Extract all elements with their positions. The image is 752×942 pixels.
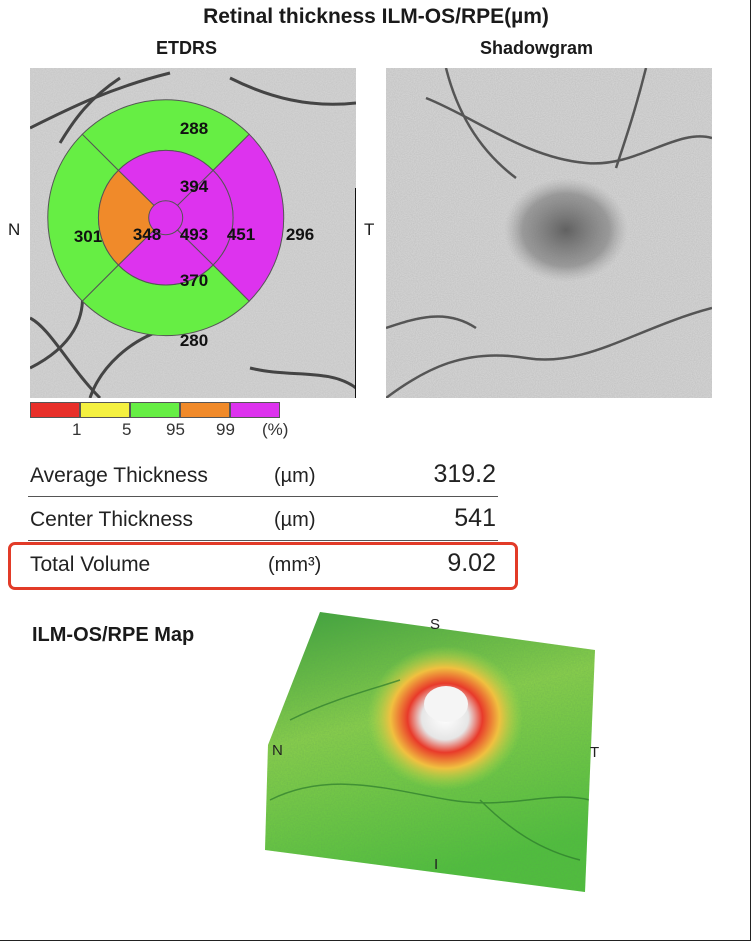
scale-label-99: 99 bbox=[216, 420, 235, 439]
shadowgram-svg bbox=[385, 67, 713, 400]
metric-unit: (µm) bbox=[274, 465, 316, 487]
metric-row-total-volume: Total Volume (mm³) 9.02 bbox=[28, 545, 498, 585]
metric-row-average-thickness: Average Thickness (µm) 319.2 bbox=[28, 456, 498, 497]
metric-label: Total Volume bbox=[30, 553, 151, 576]
etdrs-fundus-image: 288 301 296 280 394 348 451 370 493 bbox=[29, 68, 357, 400]
metric-value: 319.2 bbox=[433, 460, 496, 488]
map-title: ILM-OS/RPE Map bbox=[32, 624, 195, 646]
scale-swatch-red bbox=[30, 402, 80, 418]
map-ridges bbox=[269, 679, 591, 861]
fundus-vessels bbox=[29, 71, 357, 400]
etdrs-outer-temporal-value: 296 bbox=[286, 225, 314, 244]
total-volume-highlight-box bbox=[8, 542, 518, 590]
metric-value: 541 bbox=[454, 504, 496, 532]
scale-swatch-orange bbox=[180, 402, 230, 418]
etdrs-inner-inferior-value: 370 bbox=[180, 271, 208, 290]
scale-swatch-yellow bbox=[80, 402, 130, 418]
etdrs-inner-nasal-value: 348 bbox=[133, 225, 161, 244]
map-nasal-label: N bbox=[272, 742, 283, 759]
etdrs-temporal-label: T bbox=[364, 220, 375, 239]
scale-swatch-magenta bbox=[230, 402, 280, 418]
metric-unit: (µm) bbox=[274, 509, 316, 531]
map-inferior-label: I bbox=[434, 856, 439, 873]
etdrs-inner-superior-value: 394 bbox=[180, 177, 209, 196]
metric-row-center-thickness: Center Thickness (µm) 541 bbox=[28, 500, 498, 541]
metric-label: Average Thickness bbox=[30, 464, 208, 487]
map-temporal-label: T bbox=[590, 744, 600, 761]
etdrs-inner-temporal-value: 451 bbox=[227, 225, 255, 244]
shadowgram-lesion bbox=[504, 178, 628, 282]
etdrs-nasal-label: N bbox=[8, 220, 21, 239]
metric-unit: (mm³) bbox=[268, 554, 322, 576]
scale-label-1: 1 bbox=[72, 420, 82, 439]
etdrs-outer-nasal-value: 301 bbox=[74, 227, 102, 246]
scale-swatch-green bbox=[130, 402, 180, 418]
metric-value: 9.02 bbox=[447, 549, 496, 577]
etdrs-chart: 288 301 296 280 394 348 451 370 493 bbox=[29, 68, 357, 400]
scale-label-95: 95 bbox=[166, 420, 185, 439]
etdrs-outer-inferior-value: 280 bbox=[180, 331, 208, 350]
etdrs-center-value: 493 bbox=[180, 225, 208, 244]
metric-label: Center Thickness bbox=[30, 508, 194, 531]
report-title: Retinal thickness ILM-OS/RPE(µm) bbox=[203, 5, 549, 28]
scale-label-percent: (%) bbox=[262, 420, 289, 439]
map-peak-top bbox=[424, 686, 468, 722]
etdrs-center bbox=[148, 200, 184, 236]
thickness-3d-map: S N T I bbox=[250, 600, 610, 905]
shadowgram-subtitle: Shadowgram bbox=[480, 38, 594, 58]
map-superior-label: S bbox=[430, 616, 441, 633]
etdrs-subtitle: ETDRS bbox=[156, 38, 218, 58]
etdrs-outer-superior-value: 288 bbox=[180, 119, 208, 138]
scale-label-5: 5 bbox=[122, 420, 132, 439]
thickness-3d-map-svg bbox=[265, 612, 595, 892]
shadowgram-image bbox=[385, 67, 713, 400]
shadowgram-vessels bbox=[385, 67, 713, 400]
